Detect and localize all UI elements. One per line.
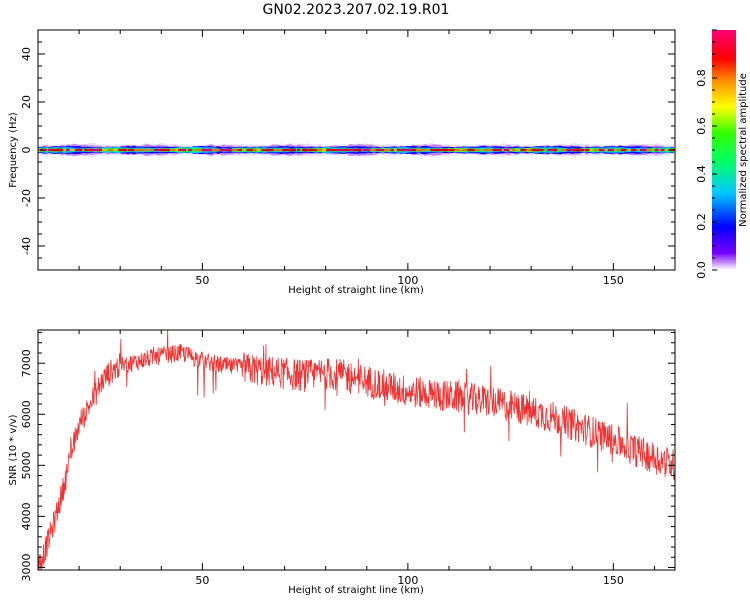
spectrogram-heatmap: [38, 142, 675, 158]
colorbar-gradient: [712, 30, 736, 270]
snr-x-tick-label: 100: [397, 574, 418, 587]
colorbar-tick-label: 0.8: [695, 69, 708, 87]
snr-ticks: 50 100 150 3000 4000 5000 6000 7000: [20, 330, 675, 587]
snr-x-tick-label: 50: [195, 574, 209, 587]
colorbar-ticks: 0.0 0.2 0.4 0.6 0.8: [695, 29, 717, 279]
spectrogram-y-tick-label: 20: [20, 95, 33, 109]
snr-y-tick-label: 3000: [20, 553, 33, 581]
spectrogram-panel: 50 100 150 -40 -20 0 20 40 Height of straight l…: [8, 29, 676, 296]
snr-line: [38, 330, 675, 570]
snr-y-tick-label: 6000: [20, 400, 33, 428]
colorbar-tick-label: 0.2: [695, 213, 708, 231]
snr-y-tick-label: 4000: [20, 502, 33, 530]
spectrogram-y-tick-label: -40: [20, 237, 33, 255]
snr-y-axis-label: SNR (10 * v/v): [8, 414, 19, 485]
colorbar-tick-label: 0.4: [695, 165, 708, 183]
spectrogram-x-tick-label: 100: [397, 274, 418, 287]
spectrogram-y-axis-label: Frequency (Hz): [8, 112, 19, 188]
spectrogram-y-tick-label: 0: [20, 147, 33, 154]
spectrogram-x-tick-label: 50: [195, 274, 209, 287]
spectrogram-y-tick-label: -20: [20, 189, 33, 207]
spectrogram-ticks: 50 100 150 -40 -20 0 20 40: [20, 29, 675, 287]
spectrogram-x-axis-label: Height of straight line (km): [288, 285, 424, 296]
snr-plot-frame: [37, 329, 676, 571]
spectrogram-y-tick-label: 40: [20, 47, 33, 61]
chart-title: GN02.2023.207.02.19.R01: [263, 2, 450, 18]
colorbar: 0.0 0.2 0.4 0.6 0.8 Normalized spectral ampl…: [695, 29, 749, 279]
snr-y-tick-label: 5000: [20, 451, 33, 479]
snr-x-tick-label: 150: [603, 574, 624, 587]
colorbar-tick-label: 0.0: [695, 261, 708, 279]
snr-panel: 50 100 150 3000 4000 5000 6000 7000 Height of s…: [8, 329, 676, 596]
snr-y-tick-label: 7000: [20, 349, 33, 377]
colorbar-tick-label: 0.6: [695, 117, 708, 135]
snr-x-axis-label: Height of straight line (km): [288, 585, 424, 596]
spectrogram-x-tick-label: 150: [603, 274, 624, 287]
colorbar-label: Normalized spectral amplitude: [738, 73, 749, 227]
snr-line-series: [38, 330, 675, 570]
